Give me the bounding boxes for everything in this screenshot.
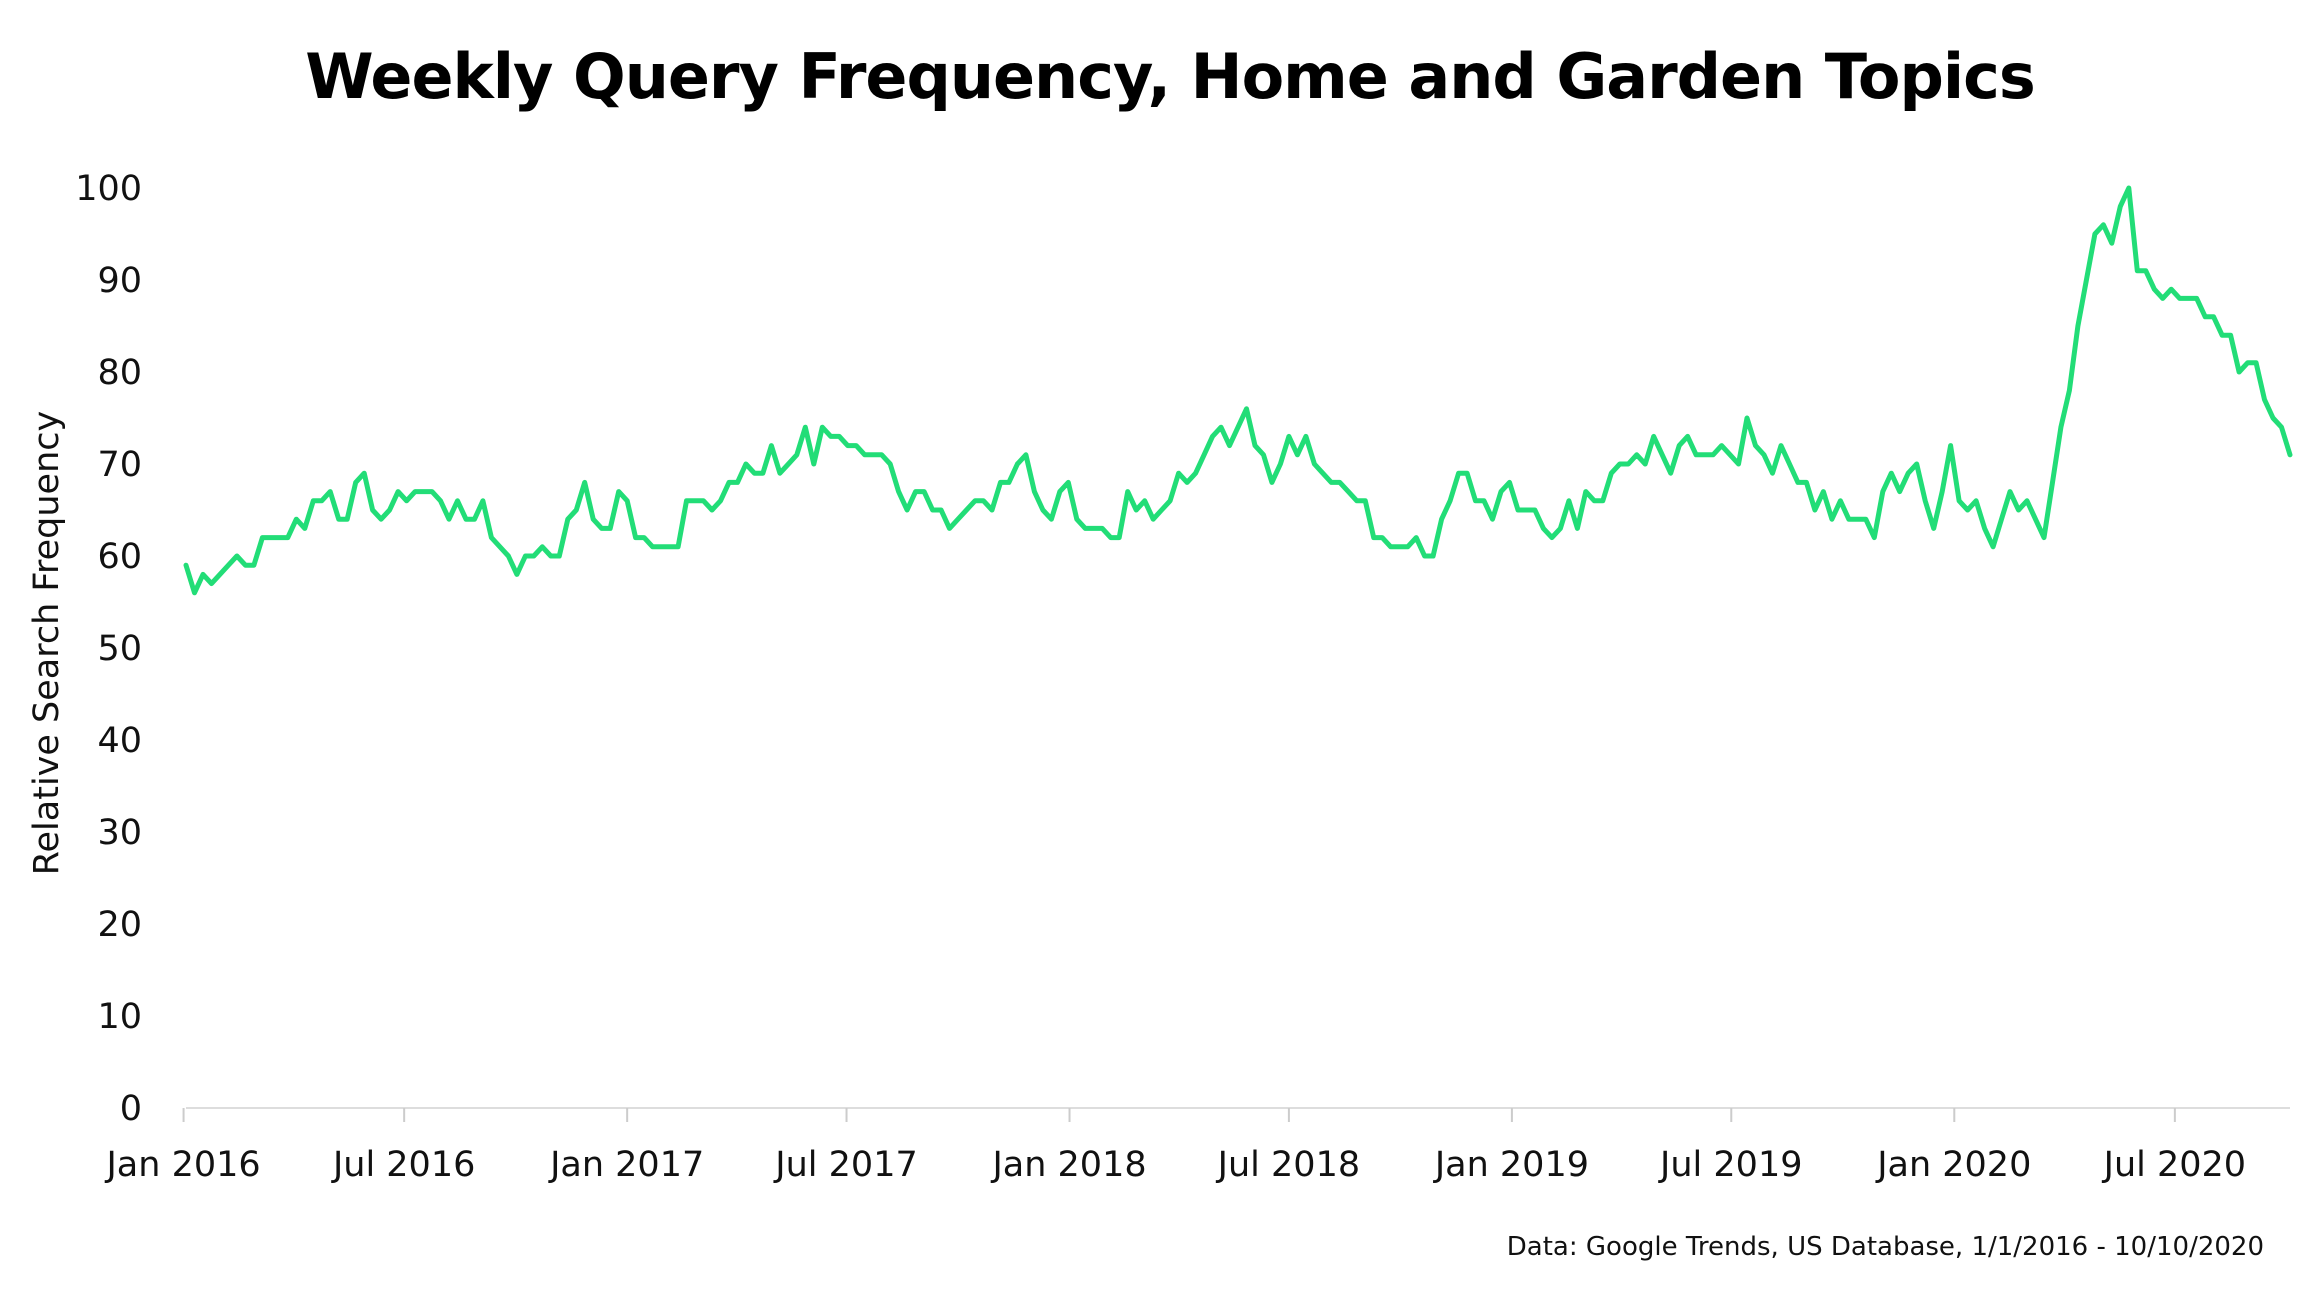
x-tick-label: Jan 2017 xyxy=(548,1145,704,1185)
x-tick-label: Jul 2017 xyxy=(773,1145,917,1185)
source-note: Data: Google Trends, US Database, 1/1/20… xyxy=(1506,1232,2264,1262)
y-tick-label: 10 xyxy=(97,997,142,1037)
x-tick-label: Jul 2020 xyxy=(2102,1145,2246,1185)
x-tick-label: Jul 2016 xyxy=(331,1145,475,1185)
x-tick-label: Jan 2016 xyxy=(104,1145,260,1185)
x-tick-label: Jan 2020 xyxy=(1875,1145,2031,1185)
x-tick-label: Jan 2018 xyxy=(990,1145,1146,1185)
y-tick-label: 60 xyxy=(97,537,142,577)
y-tick-label: 80 xyxy=(97,353,142,393)
x-tick-label: Jan 2019 xyxy=(1433,1145,1589,1185)
x-tick-label: Jul 2018 xyxy=(1216,1145,1360,1185)
chart-title: Weekly Query Frequency, Home and Garden … xyxy=(305,40,2036,113)
y-tick-label: 90 xyxy=(97,261,142,301)
y-tick-label: 0 xyxy=(120,1089,142,1129)
y-tick-label: 20 xyxy=(97,905,142,945)
y-axis-title: Relative Search Frequency xyxy=(27,411,67,875)
x-axis: Jan 2016 Jul 2016 Jan 2017 Jul 2017 Jan 2018… xyxy=(104,1108,2246,1185)
y-tick-label: 40 xyxy=(97,721,142,761)
y-tick-label: 70 xyxy=(97,445,142,485)
series-line xyxy=(183,185,2293,596)
y-tick-label: 30 xyxy=(97,813,142,853)
y-axis: 0 10 20 30 40 50 60 70 80 90 100 xyxy=(75,169,142,1129)
y-tick-label: 50 xyxy=(97,629,142,669)
x-tick-label: Jul 2019 xyxy=(1658,1145,1802,1185)
y-tick-label: 100 xyxy=(75,169,142,209)
